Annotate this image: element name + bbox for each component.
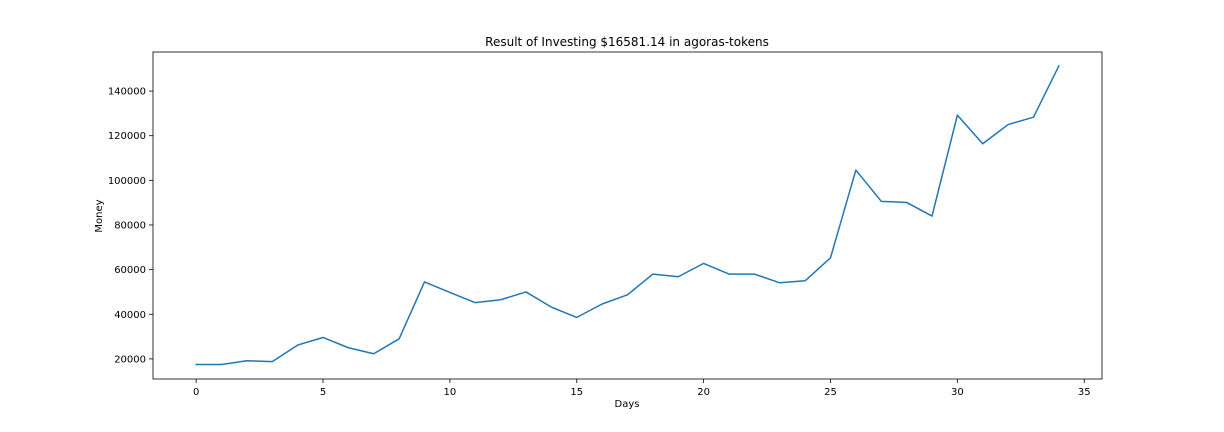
y-tick-label: 20000 bbox=[114, 354, 146, 365]
y-tick-label: 80000 bbox=[114, 220, 146, 231]
x-tick-label: 25 bbox=[824, 387, 837, 398]
x-tick-label: 5 bbox=[320, 387, 326, 398]
y-tick-label: 140000 bbox=[108, 87, 146, 98]
x-tick-label: 0 bbox=[193, 387, 199, 398]
y-axis: 20000 40000 60000 80000 100000 120000 140000 bbox=[108, 87, 153, 365]
series-line bbox=[195, 64, 1060, 366]
x-tick-label: 30 bbox=[951, 387, 964, 398]
x-axis: 0 5 10 15 20 25 30 35 bbox=[193, 379, 1091, 398]
chart-title: Result of Investing $16581.14 in agoras-… bbox=[485, 35, 769, 49]
y-tick-label: 60000 bbox=[114, 265, 146, 276]
x-tick-label: 15 bbox=[570, 387, 583, 398]
x-tick-label: 35 bbox=[1078, 387, 1091, 398]
y-tick-label: 40000 bbox=[114, 310, 146, 321]
x-axis-label: Days bbox=[615, 399, 640, 410]
x-tick-label: 10 bbox=[444, 387, 457, 398]
plot-frame bbox=[152, 51, 1103, 380]
y-tick-label: 120000 bbox=[108, 131, 146, 142]
y-tick-label: 100000 bbox=[108, 176, 146, 187]
x-tick-label: 20 bbox=[697, 387, 710, 398]
plot-area bbox=[195, 64, 1060, 366]
y-axis-label: Money bbox=[94, 199, 105, 232]
